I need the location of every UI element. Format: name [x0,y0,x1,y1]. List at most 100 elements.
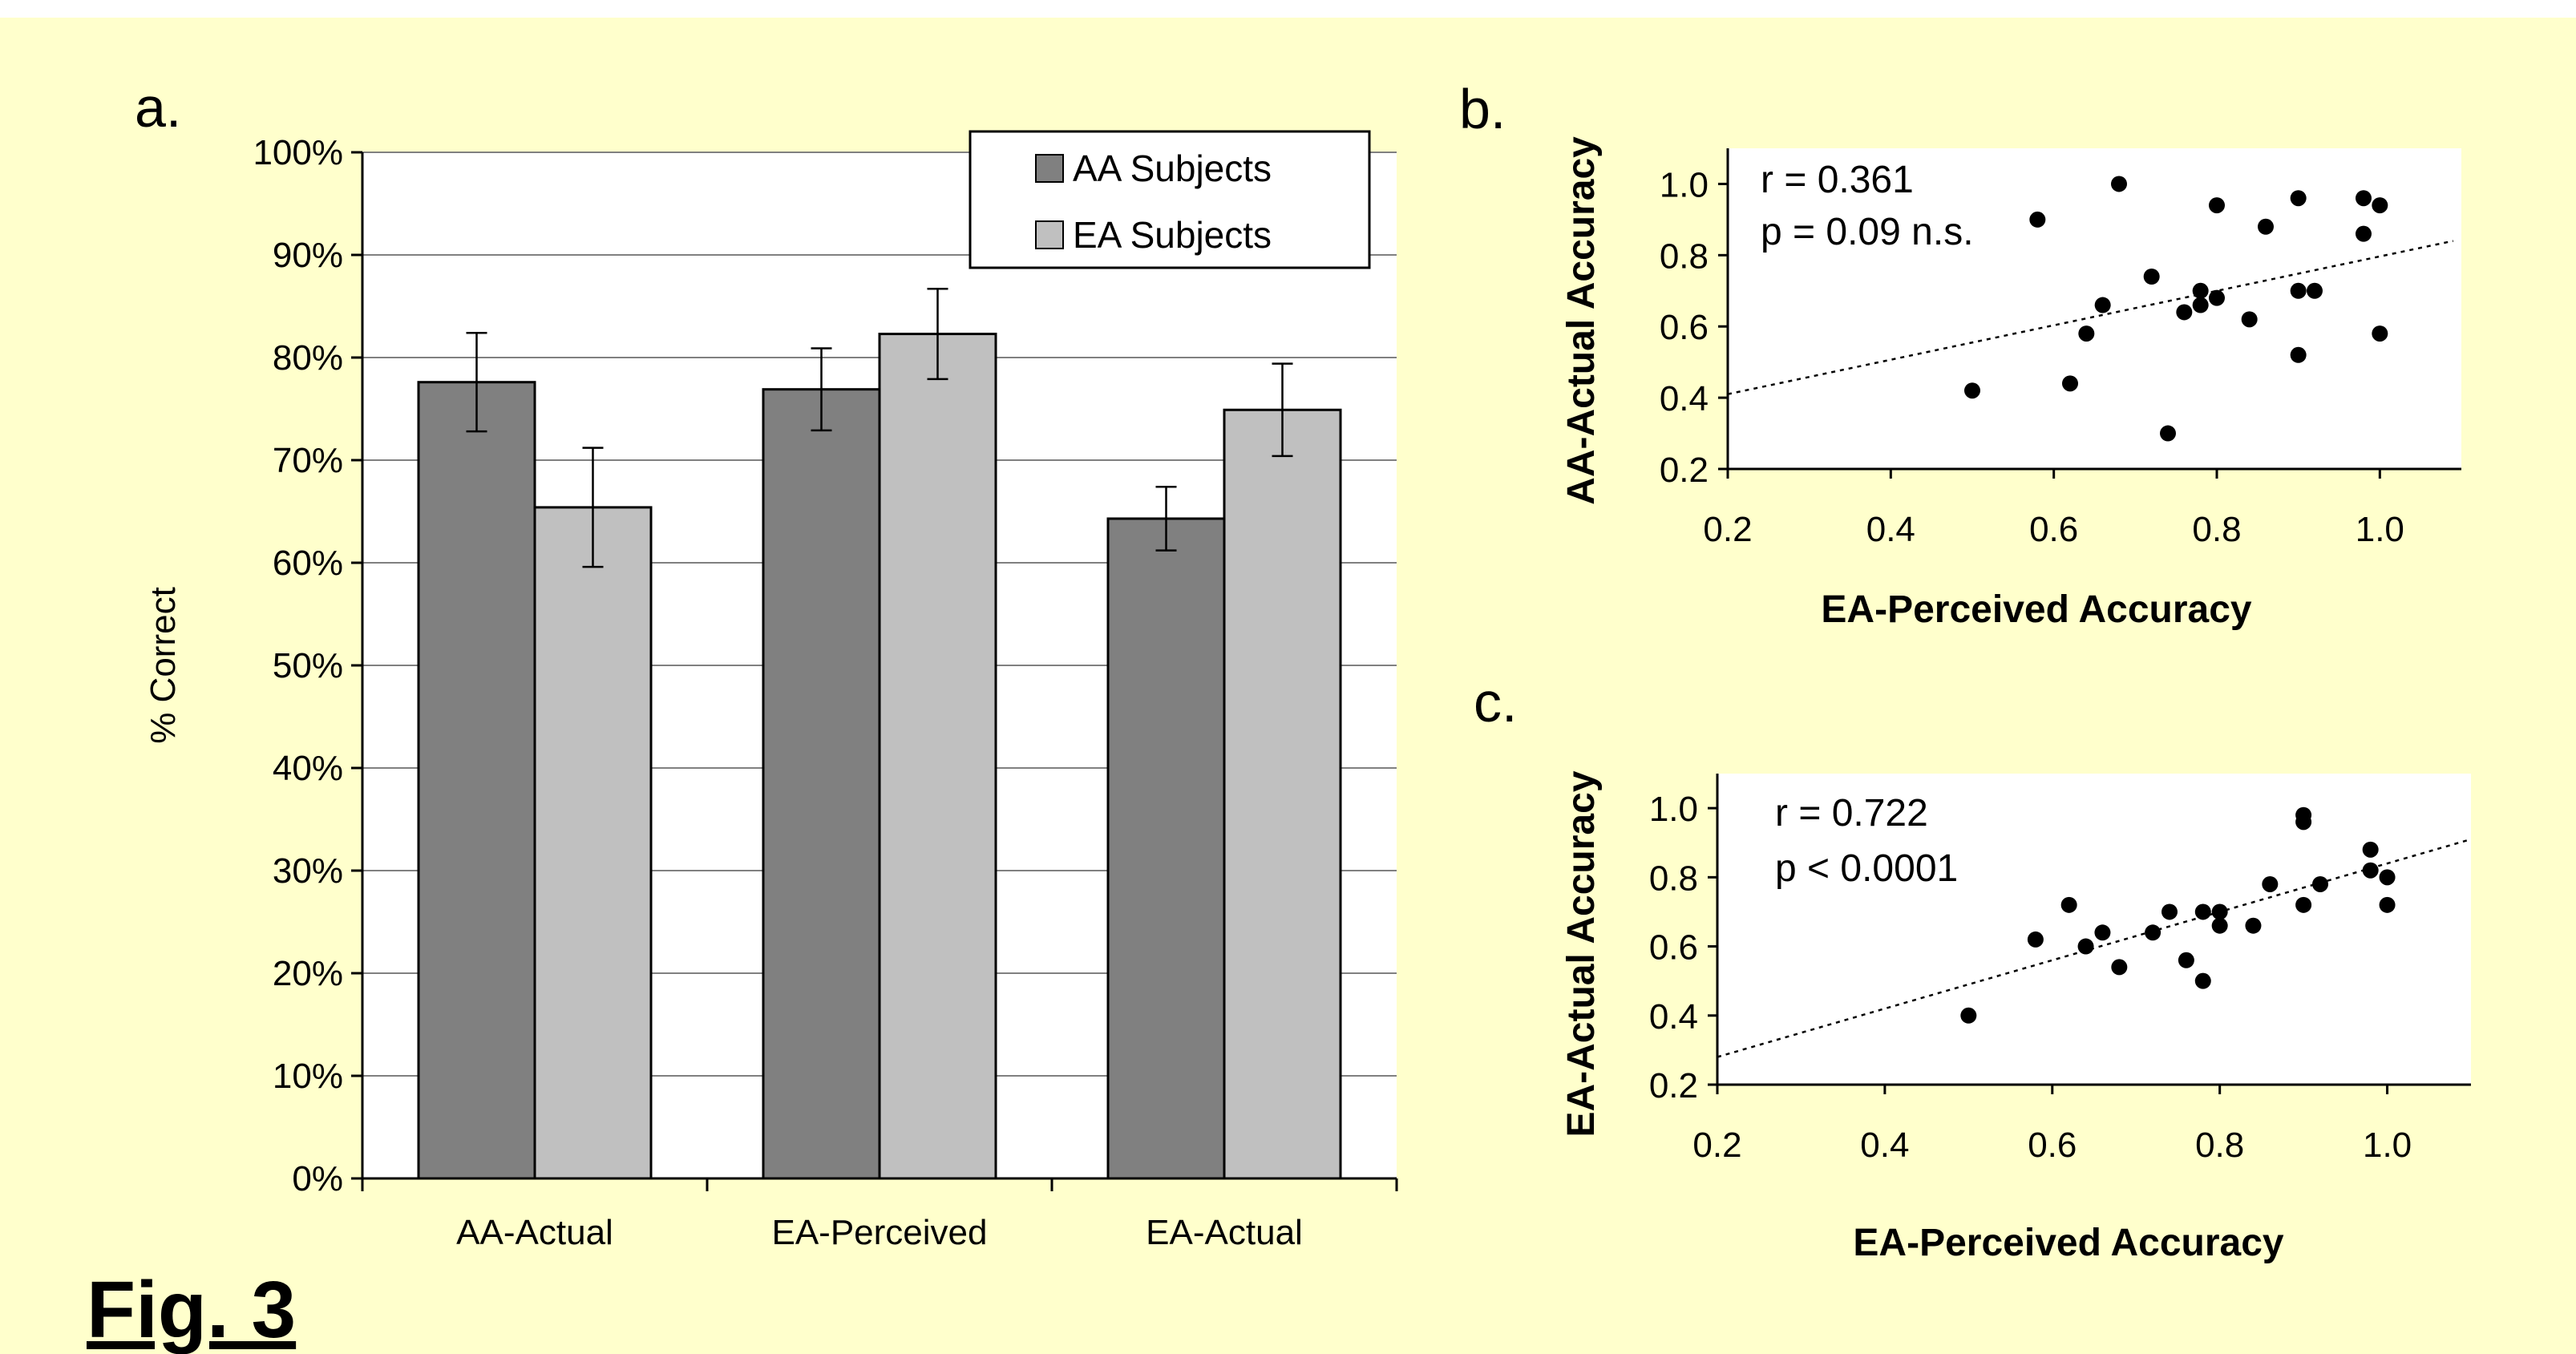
x-tick-label: 0.8 [2192,510,2241,549]
y-tick-label: 0.2 [1660,451,1709,490]
legend-swatch-ea [1035,220,1064,249]
data-point [2160,425,2176,442]
data-point [1964,382,1980,399]
bar [878,333,997,1180]
legend-label-ea: EA Subjects [1073,214,1272,256]
data-point [2209,197,2225,214]
data-point [2379,896,2396,913]
data-point [2060,896,2077,913]
data-point [2143,269,2160,285]
bar-chart-panel: a. 0% 10% 20% 30% 40% 50% 60% 70% 80% 90% 100% AA-… [135,76,1398,1252]
data-point [2094,297,2111,313]
scatter-c-x-axis-label: EA-Perceived Accuracy [1853,1222,2283,1264]
data-point [2245,917,2262,934]
x-tick-label: 0.6 [2028,1126,2077,1165]
y-tick-label: 1.0 [1660,165,1709,204]
bar-chart-bars [417,287,1342,1180]
y-tick-label: 40% [273,749,343,788]
data-point [2295,814,2312,831]
x-tick-label: EA-Perceived [771,1213,987,1252]
data-point [2194,972,2211,989]
bar-chart-x-tick-labels: AA-Actual EA-Perceived EA-Actual [456,1213,1303,1252]
scatter-c-r-value: r = 0.722 [1775,792,1928,835]
y-tick-label: 0.6 [1660,308,1709,347]
data-point [2356,190,2372,207]
data-point [2211,917,2228,934]
scatter-c-y-axis-label: EA-Actual Accuracy [1560,770,1603,1137]
y-tick-label: 70% [273,441,343,480]
x-tick-label: 0.2 [1692,1126,1741,1165]
x-tick-label: 0.2 [1703,510,1752,549]
data-point [2372,325,2388,342]
data-point [2312,875,2328,892]
data-point [2307,282,2323,299]
y-tick-label: 0.6 [1649,928,1698,968]
data-point [2290,346,2307,363]
scatter-b-content: 0.2 0.4 0.6 0.8 1.0 0.2 0.4 0.6 0.8 1.0 [1660,148,2461,549]
bar-chart-y-axis-label: % Correct [144,587,183,744]
data-point [2027,931,2044,948]
data-point [2379,869,2396,886]
scatter-b-p-value: p = 0.09 n.s. [1761,211,1974,253]
data-point [2290,282,2307,299]
y-tick-label: 100% [253,133,343,172]
x-tick-label: 0.6 [2029,510,2078,549]
scatter-c-plot-area [1717,774,2471,1085]
data-point [2078,325,2095,342]
data-point [2211,903,2228,920]
data-point [2192,297,2209,313]
bar-chart-axes [351,151,1398,1191]
data-point [2290,190,2307,207]
data-point [2194,903,2211,920]
trendline [1727,240,2454,395]
data-point [2295,896,2312,913]
data-point [2209,289,2225,306]
data-point [2372,197,2388,214]
x-tick-label: 0.4 [1866,510,1915,549]
y-tick-label: 0.8 [1660,236,1709,276]
y-tick-label: 30% [273,851,343,891]
data-point [2094,924,2111,941]
data-point [1960,1007,1977,1024]
legend-swatch-aa [1035,154,1064,183]
data-point [2258,218,2274,235]
data-point [2262,875,2279,892]
y-tick-label: 50% [273,646,343,685]
data-point [2362,862,2379,879]
scatter-c-p-value: p < 0.0001 [1775,847,1958,890]
data-point [2161,903,2178,920]
data-point [2241,311,2258,328]
scatter-b-r-value: r = 0.361 [1761,159,1914,201]
legend-label-aa: AA Subjects [1073,148,1272,189]
bar-chart-legend: AA Subjects EA Subjects [969,130,1371,269]
bar [762,388,881,1180]
data-point [2356,225,2372,242]
scatter-c-content: 0.2 0.4 0.6 0.8 1.0 0.2 0.4 0.6 0.8 1.0 [1649,774,2472,1165]
data-point [2062,375,2078,392]
bar [1106,517,1226,1180]
data-point [2178,952,2194,968]
y-tick-label: 60% [273,544,343,583]
scatter-b-x-axis-label: EA-Perceived Accuracy [1821,588,2251,631]
y-tick-label: 1.0 [1649,790,1698,829]
y-tick-label: 0.4 [1649,997,1698,1037]
data-point [2077,938,2094,955]
data-point [2111,176,2127,192]
trendline [1717,838,2472,1058]
y-tick-label: 80% [273,338,343,378]
scatter-b-y-axis-label: AA-Actual Accuracy [1560,136,1603,505]
y-tick-label: 20% [273,954,343,993]
data-point [2029,211,2046,228]
y-tick-label: 10% [273,1057,343,1096]
bar [533,506,653,1180]
scatter-b-plot-area [1728,148,2461,469]
y-tick-label: 0% [292,1159,343,1198]
x-tick-label: 1.0 [2363,1126,2412,1165]
data-point [2192,282,2209,299]
data-point [2111,959,2128,976]
panel-a-letter: a. [135,76,181,139]
y-tick-label: 90% [273,236,343,275]
data-point [2176,304,2193,321]
x-tick-label: AA-Actual [456,1213,613,1252]
